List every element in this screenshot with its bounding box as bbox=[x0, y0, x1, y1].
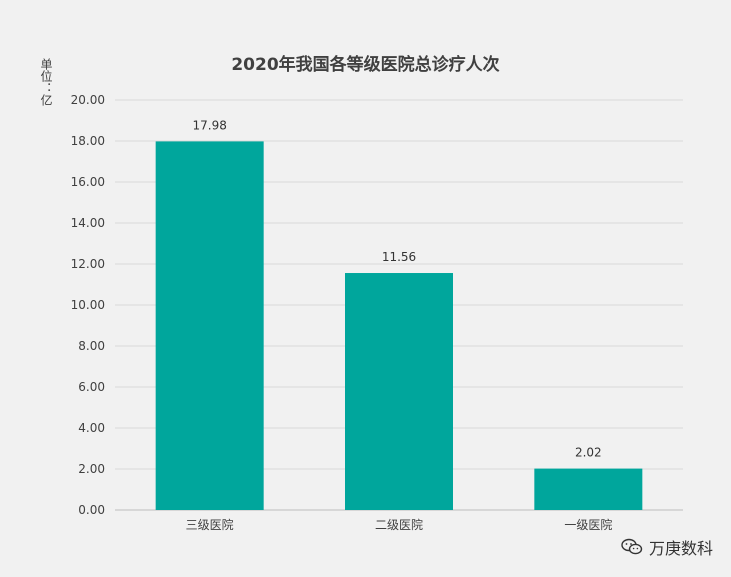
y-tick-label: 12.00 bbox=[71, 257, 105, 271]
data-label: 17.98 bbox=[192, 118, 226, 132]
x-tick-label: 二级医院 bbox=[375, 518, 423, 532]
bar bbox=[345, 273, 453, 510]
watermark-text: 万庚数科 bbox=[648, 539, 713, 558]
wechat-icon bbox=[621, 538, 643, 556]
x-tick-label: 一级医院 bbox=[564, 518, 612, 532]
chart-title: 2020年我国各等级医院总诊疗人次 bbox=[231, 55, 500, 75]
y-tick-label: 0.00 bbox=[78, 503, 105, 517]
data-label: 2.02 bbox=[575, 446, 602, 460]
y-tick-label: 2.00 bbox=[78, 462, 105, 476]
y-tick-label: 4.00 bbox=[78, 421, 105, 435]
y-axis-unit-label: 单位：亿 bbox=[39, 58, 53, 106]
bar bbox=[155, 141, 264, 510]
y-tick-label: 14.00 bbox=[71, 216, 105, 230]
y-tick-label: 8.00 bbox=[78, 339, 105, 353]
y-tick-label: 10.00 bbox=[71, 298, 105, 312]
y-tick-label: 16.00 bbox=[71, 175, 105, 189]
y-tick-label: 20.00 bbox=[71, 93, 105, 107]
data-label: 11.56 bbox=[382, 250, 416, 264]
bar bbox=[534, 468, 643, 510]
y-tick-label: 6.00 bbox=[78, 380, 105, 394]
watermark: 万庚数科 bbox=[621, 535, 713, 559]
y-tick-label: 18.00 bbox=[71, 134, 105, 148]
x-tick-label: 三级医院 bbox=[186, 518, 234, 532]
